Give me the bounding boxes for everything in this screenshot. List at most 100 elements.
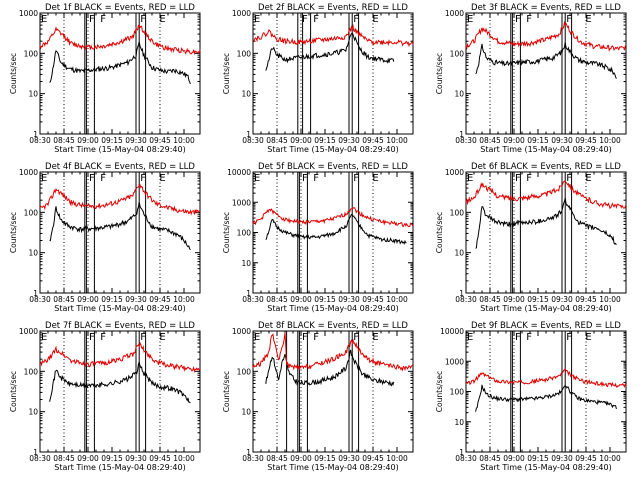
- series-events-line: [475, 197, 617, 249]
- y-axis-label: Counts/sec: [435, 212, 444, 253]
- x-tick-label: 10:00: [173, 295, 195, 304]
- x-tick-label: 09:30: [551, 295, 573, 304]
- band-label: F: [89, 332, 95, 343]
- x-tick-label: 09:15: [527, 295, 549, 304]
- y-tick-label: 100: [450, 388, 465, 397]
- y-tick-label: 1: [459, 289, 464, 298]
- band-label: E: [585, 14, 591, 25]
- band-label: F: [89, 173, 95, 184]
- y-axis-label: Counts/sec: [222, 53, 231, 94]
- y-tick-label: 1: [246, 130, 251, 139]
- panel-9: Det 9f BLACK = Events, RED = LLD 1 10 100 10…: [435, 321, 627, 472]
- panel-2: Det 2f BLACK = Events, RED = LLD 1 10 100 10…: [222, 3, 414, 154]
- y-tick-label: 10: [28, 408, 38, 417]
- y-tick-label: 1000: [445, 357, 464, 366]
- band-label: E: [159, 332, 165, 343]
- y-tick-label: 1: [246, 289, 251, 298]
- y-tick-label: 10: [454, 90, 464, 99]
- y-tick-label: 1000: [232, 9, 251, 18]
- panel-title: Det 1f BLACK = Events, RED = LLD: [45, 3, 195, 13]
- band-label: E: [467, 332, 473, 343]
- x-tick-label: 08:30: [29, 454, 51, 463]
- band-label: E: [41, 332, 47, 343]
- y-tick-label: 1000: [19, 327, 38, 336]
- y-tick-label: 10000: [440, 327, 464, 336]
- series-events-line: [265, 32, 395, 71]
- y-tick-label: 1000: [19, 9, 38, 18]
- y-tick-label: 1: [33, 448, 38, 457]
- x-tick-label: 08:30: [29, 295, 51, 304]
- y-axis-label: Counts/sec: [9, 371, 18, 412]
- x-tick-label: 09:00: [290, 454, 312, 463]
- x-tick-label: 09:15: [314, 136, 336, 145]
- series-events-line: [265, 349, 395, 387]
- x-tick-label: 08:30: [242, 136, 264, 145]
- band-label: F: [100, 14, 106, 25]
- series-lld-line: [252, 332, 414, 372]
- band-label: F: [302, 14, 308, 25]
- x-tick-label: 10:00: [173, 136, 195, 145]
- series-events-line: [49, 202, 191, 251]
- y-tick-label: 10: [28, 90, 38, 99]
- x-axis-label: Start Time (15-May-04 08:29:40): [54, 304, 185, 313]
- x-tick-label: 09:45: [575, 454, 597, 463]
- x-tick-label: 09:30: [338, 295, 360, 304]
- y-tick-label: 100: [450, 208, 465, 217]
- x-tick-label: 09:30: [338, 136, 360, 145]
- band-label: E: [254, 173, 260, 184]
- panel-1: Det 1f BLACK = Events, RED = LLD 1 10 100 10…: [9, 3, 201, 154]
- band-label: F: [566, 173, 572, 184]
- y-tick-label: 1: [459, 130, 464, 139]
- x-tick-label: 08:30: [455, 295, 477, 304]
- y-tick-label: 1000: [445, 9, 464, 18]
- panel-7: Det 7f BLACK = Events, RED = LLD 1 10 100 10…: [9, 321, 201, 472]
- series-lld-line: [39, 341, 201, 374]
- panel-4: Det 4f BLACK = Events, RED = LLD 1 10 100 10…: [9, 162, 201, 313]
- y-tick-label: 100: [237, 229, 252, 238]
- x-tick-label: 09:15: [101, 136, 123, 145]
- x-tick-label: 08:30: [242, 454, 264, 463]
- x-tick-label: 09:00: [77, 295, 99, 304]
- y-tick-label: 1: [246, 448, 251, 457]
- x-tick-label: 09:45: [362, 295, 384, 304]
- panel-5: Det 5f BLACK = Events, RED = LLD 1 10 100 10…: [222, 162, 414, 313]
- band-label: F: [515, 14, 521, 25]
- y-tick-label: 1000: [232, 327, 251, 336]
- y-tick-label: 10: [454, 418, 464, 427]
- y-tick-label: 1000: [445, 168, 464, 177]
- band-label: E: [41, 14, 47, 25]
- y-tick-label: 1000: [232, 198, 251, 207]
- x-tick-label: 09:45: [575, 295, 597, 304]
- y-tick-label: 1: [33, 130, 38, 139]
- y-tick-label: 100: [237, 367, 252, 376]
- x-tick-label: 08:45: [53, 454, 75, 463]
- x-tick-label: 10:00: [173, 454, 195, 463]
- x-axis-label: Start Time (15-May-04 08:29:40): [267, 304, 398, 313]
- x-tick-label: 08:45: [266, 136, 288, 145]
- panel-title: Det 6f BLACK = Events, RED = LLD: [471, 162, 621, 172]
- panel-title: Det 8f BLACK = Events, RED = LLD: [258, 321, 408, 331]
- y-axis-label: Counts/sec: [435, 53, 444, 94]
- band-label: F: [515, 173, 521, 184]
- x-tick-label: 09:00: [503, 136, 525, 145]
- band-label: E: [159, 173, 165, 184]
- series-events-line: [475, 384, 617, 412]
- band-label: F: [353, 332, 359, 343]
- x-axis-label: Start Time (15-May-04 08:29:40): [54, 145, 185, 154]
- band-label: F: [353, 14, 359, 25]
- band-label: F: [313, 332, 319, 343]
- x-tick-label: 09:00: [503, 454, 525, 463]
- y-tick-label: 100: [24, 367, 39, 376]
- series-lld-line: [252, 207, 414, 228]
- x-tick-label: 09:00: [290, 295, 312, 304]
- series-lld-line: [465, 367, 627, 389]
- band-label: F: [302, 173, 308, 184]
- band-label: F: [526, 14, 532, 25]
- x-tick-label: 09:30: [551, 136, 573, 145]
- x-tick-label: 09:00: [290, 136, 312, 145]
- band-label: F: [515, 332, 521, 343]
- x-tick-label: 09:00: [77, 454, 99, 463]
- series-lld-line: [39, 24, 201, 56]
- band-label: E: [467, 173, 473, 184]
